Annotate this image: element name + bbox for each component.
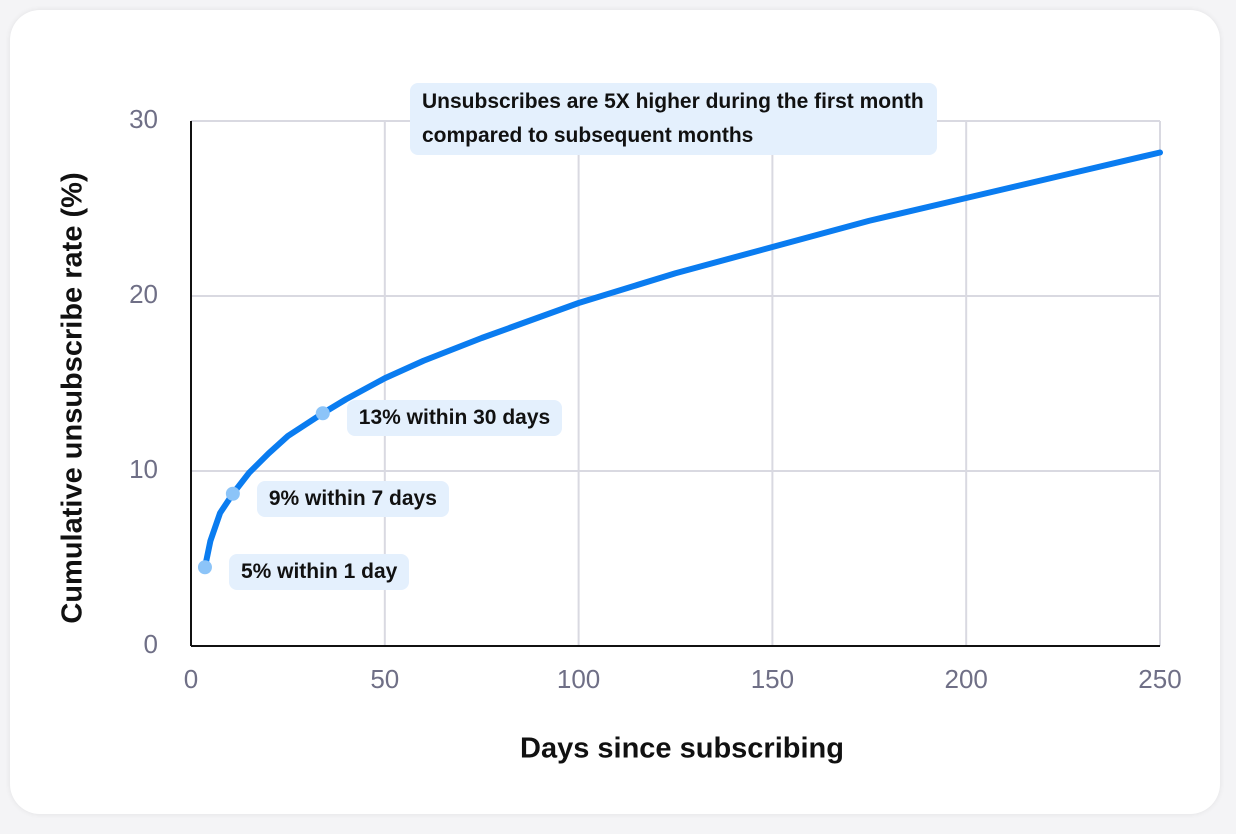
highlight-point (197, 560, 212, 575)
y-tick-label: 30 (129, 104, 158, 134)
y-tick-label: 10 (129, 454, 158, 484)
x-tick-label: 150 (751, 664, 794, 694)
x-tick-label: 50 (370, 664, 399, 694)
y-tick-label: 20 (129, 279, 158, 309)
highlight-point (315, 406, 330, 421)
highlight-point (225, 486, 240, 501)
point-label: 5% within 1 day (228, 554, 410, 591)
x-tick-label: 0 (184, 664, 198, 694)
x-axis-title: Days since subscribing (520, 733, 844, 765)
x-tick-label: 250 (1138, 664, 1181, 694)
point-label: 13% within 30 days (346, 400, 563, 437)
annotation: Unsubscribes are 5X higher during the fi… (410, 83, 937, 155)
x-tick-label: 200 (945, 664, 988, 694)
x-tick-label: 100 (557, 664, 600, 694)
y-axis-title: Cumulative unsubscribe rate (%) (57, 172, 89, 623)
y-tick-label: 0 (144, 629, 158, 659)
point-label: 9% within 7 days (256, 480, 449, 517)
